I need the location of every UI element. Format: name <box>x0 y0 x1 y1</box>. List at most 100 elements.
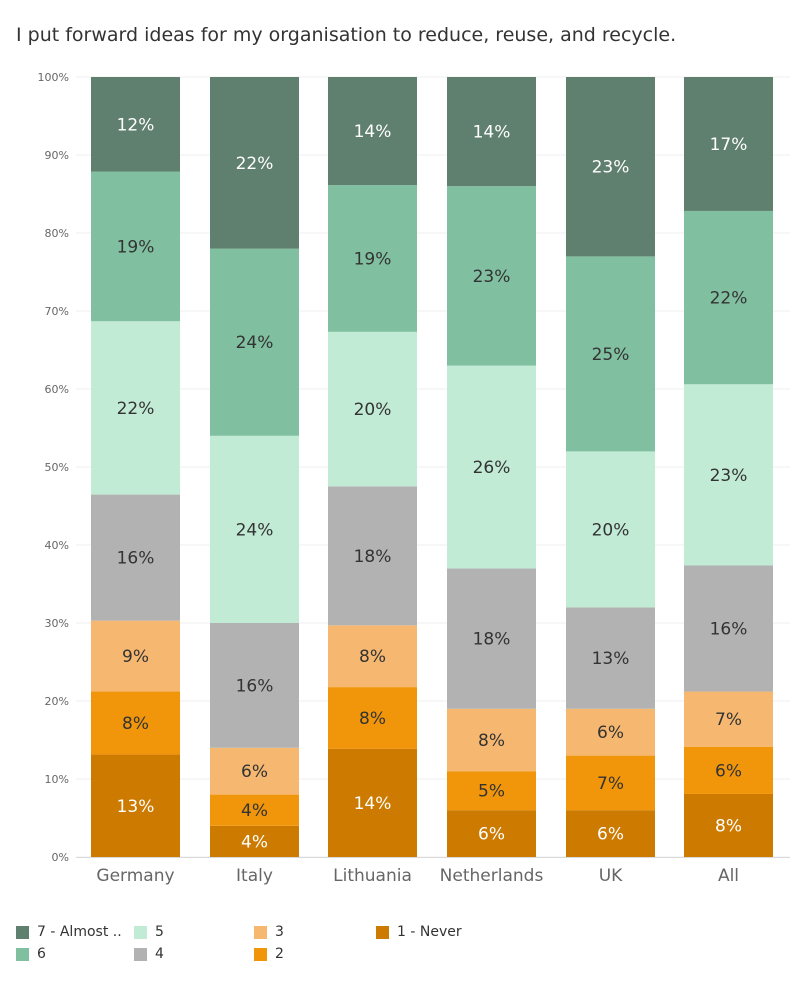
data-label: 19% <box>354 249 392 269</box>
legend-item[interactable]: 2 <box>254 946 284 962</box>
y-tick-label: 30% <box>45 617 69 630</box>
bar-segment <box>91 691 180 755</box>
bar-segment <box>210 248 299 436</box>
x-tick-label: Lithuania <box>333 866 412 886</box>
x-tick-label: Italy <box>236 866 273 886</box>
bar-segment <box>566 607 655 709</box>
bar-segment <box>328 77 417 186</box>
data-label: 20% <box>354 400 392 420</box>
data-label: 24% <box>236 333 274 353</box>
legend-swatch <box>376 925 389 939</box>
legend-swatch <box>134 925 147 939</box>
bar-segment <box>91 494 180 621</box>
bar-segment <box>566 77 655 257</box>
data-label: 22% <box>710 289 748 309</box>
x-tick-label: All <box>718 866 739 886</box>
data-label: 19% <box>117 237 155 257</box>
legend-label: 3 <box>275 924 284 940</box>
legend-label: 2 <box>275 946 284 962</box>
bar-segment <box>447 771 536 811</box>
data-label: 4% <box>241 801 268 821</box>
legend-swatch <box>16 947 29 961</box>
y-tick-label: 70% <box>45 305 69 318</box>
bar-segment <box>566 256 655 452</box>
bar-segment <box>447 186 536 366</box>
data-label: 7% <box>715 710 742 730</box>
bar-segment <box>210 747 299 795</box>
bar-segment <box>684 384 773 566</box>
bar-segment <box>328 486 417 626</box>
data-label: 8% <box>715 816 742 836</box>
legend-swatch <box>16 925 29 939</box>
data-label: 20% <box>592 520 630 540</box>
data-label: 23% <box>473 267 511 287</box>
legend-item[interactable]: 7 - Almost .. <box>16 924 122 940</box>
bar-segment <box>210 825 299 857</box>
bar-segment <box>566 810 655 857</box>
legend-label: 1 - Never <box>397 924 462 940</box>
bar-segment <box>91 754 180 857</box>
legend-label: 7 - Almost .. <box>37 924 122 940</box>
data-label: 14% <box>473 123 511 143</box>
bar-segment <box>328 748 417 857</box>
legend-swatch <box>254 947 267 961</box>
y-tick-label: 100% <box>38 71 69 84</box>
data-label: 23% <box>592 158 630 178</box>
data-label: 6% <box>241 762 268 782</box>
bar-segment <box>210 623 299 748</box>
data-label: 6% <box>478 825 505 845</box>
data-label: 16% <box>236 676 274 696</box>
data-label: 7% <box>597 774 624 794</box>
data-label: 22% <box>117 399 155 419</box>
data-label: 9% <box>122 647 149 667</box>
bar-segment <box>566 708 655 756</box>
data-label: 12% <box>117 115 155 135</box>
bar-segment <box>447 365 536 569</box>
bar-segment <box>91 321 180 495</box>
legend-item[interactable]: 1 - Never <box>376 924 462 940</box>
data-label: 8% <box>122 714 149 734</box>
bar-segment <box>328 687 417 749</box>
data-label: 4% <box>241 832 268 852</box>
bar-segment <box>684 210 773 385</box>
y-tick-label: 50% <box>45 461 69 474</box>
legend-item[interactable]: 5 <box>134 924 164 940</box>
data-label: 16% <box>117 549 155 569</box>
legend: 7 - Almost .. 6 5 4 3 2 1 - Never <box>16 924 796 984</box>
bar-segment <box>210 794 299 826</box>
y-tick-label: 60% <box>45 383 69 396</box>
legend-label: 6 <box>37 946 46 962</box>
chart-title: I put forward ideas for my organisation … <box>16 24 677 46</box>
bar-segment <box>684 77 773 211</box>
bar-segment <box>328 625 417 688</box>
legend-label: 4 <box>155 946 164 962</box>
bar-segment <box>210 77 299 249</box>
bar-segment <box>684 793 773 857</box>
data-label: 17% <box>710 135 748 155</box>
data-label: 25% <box>592 345 630 365</box>
data-label: 14% <box>354 794 392 814</box>
bar-segment <box>328 331 417 487</box>
legend-item[interactable]: 4 <box>134 946 164 962</box>
y-tick-label: 10% <box>45 773 69 786</box>
bar-segment <box>684 746 773 794</box>
bar-segment <box>91 77 180 172</box>
legend-item[interactable]: 6 <box>16 946 46 962</box>
legend-item[interactable]: 3 <box>254 924 284 940</box>
bar-segment <box>91 171 180 322</box>
x-tick-label: Netherlands <box>440 866 544 886</box>
data-label: 6% <box>597 723 624 743</box>
bar-segment <box>566 451 655 608</box>
y-tick-label: 40% <box>45 539 69 552</box>
legend-swatch <box>254 925 267 939</box>
y-tick-label: 80% <box>45 227 69 240</box>
bar-segment <box>447 568 536 709</box>
bar-segment <box>566 755 655 811</box>
bar-segment <box>210 435 299 623</box>
data-label: 24% <box>236 520 274 540</box>
data-label: 8% <box>478 731 505 751</box>
y-tick-label: 90% <box>45 149 69 162</box>
bar-segment <box>447 810 536 857</box>
data-label: 6% <box>715 761 742 781</box>
legend-label: 5 <box>155 924 164 940</box>
